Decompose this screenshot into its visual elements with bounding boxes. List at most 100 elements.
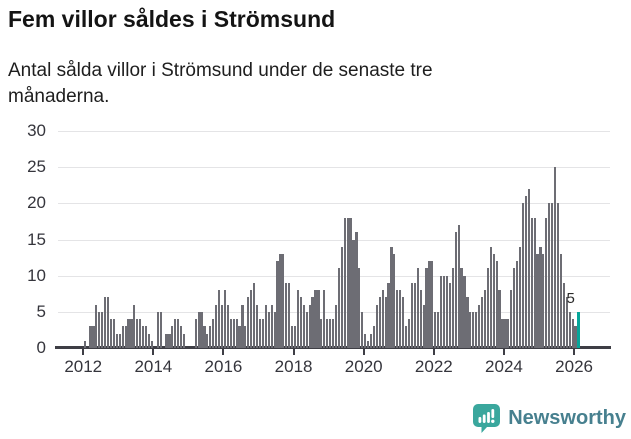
bar: [516, 261, 519, 348]
gridline-30: [58, 131, 610, 132]
x-tick-label-2016: 2016: [204, 357, 243, 376]
bar: [168, 333, 171, 348]
bar: [174, 319, 177, 348]
y-tick-label-25: 25: [27, 157, 46, 177]
bar: [209, 326, 212, 348]
bar: [197, 311, 200, 348]
bar: [156, 311, 159, 348]
x-tick-2026: [573, 349, 576, 355]
bar: [279, 253, 282, 348]
bar: [106, 297, 110, 348]
bar: [498, 290, 501, 348]
bar: [524, 196, 527, 348]
bar: [527, 188, 530, 348]
bar: [404, 326, 408, 348]
bar: [559, 253, 563, 348]
bar: [206, 333, 209, 348]
bar: [437, 311, 440, 348]
brand-footer[interactable]: Newsworthy: [473, 404, 626, 433]
bar: [320, 319, 323, 348]
bar: [372, 326, 376, 348]
x-tick-label-2026: 2026: [555, 357, 593, 376]
bar: [270, 304, 273, 348]
bar: [445, 275, 449, 348]
gridline-10: [58, 275, 610, 277]
bar: [416, 268, 419, 348]
bar: [299, 297, 302, 348]
bar: [255, 304, 259, 348]
bar: [381, 290, 384, 348]
bar: [276, 261, 279, 348]
x-tick-label-2020: 2020: [344, 357, 383, 376]
bar: [291, 326, 294, 348]
bar: [139, 319, 142, 348]
bar: [390, 246, 393, 348]
bar: [451, 268, 454, 348]
bar: [510, 290, 513, 348]
bar: [568, 311, 571, 348]
bar: [553, 167, 557, 348]
bar: [504, 319, 507, 348]
bar: [454, 232, 457, 348]
newsworthy-logo-icon: [473, 404, 501, 433]
bar: [483, 290, 487, 348]
bar: [431, 261, 434, 348]
bar: [130, 319, 133, 348]
bar: [495, 261, 498, 348]
bar: [311, 297, 314, 348]
bar: [419, 290, 422, 348]
bar: [472, 311, 475, 348]
bar: [217, 290, 221, 348]
bar: [521, 203, 525, 348]
bar: [551, 203, 554, 348]
bar: [375, 304, 378, 348]
y-tick-label-20: 20: [27, 193, 46, 213]
x-tick-2014: [152, 349, 155, 355]
bar: [95, 304, 98, 348]
bar: [104, 297, 107, 348]
bar: [112, 319, 115, 348]
bar: [258, 319, 262, 348]
bar: [457, 225, 460, 348]
bar: [267, 311, 270, 348]
bar: [402, 297, 405, 348]
bar: [118, 333, 121, 348]
bar: [428, 261, 431, 348]
bar: [326, 319, 329, 348]
x-tick-label-2022: 2022: [414, 357, 453, 376]
bar: [533, 217, 536, 348]
bar: [133, 304, 136, 348]
bar: [200, 311, 203, 348]
y-tick-label-5: 5: [36, 301, 46, 321]
bar: [223, 290, 227, 348]
bar: [571, 319, 574, 348]
bar: [282, 253, 285, 348]
bar: [489, 246, 492, 348]
bar: [334, 304, 338, 348]
x-tick-2012: [82, 349, 85, 355]
bar: [355, 232, 358, 348]
bar: [101, 311, 104, 348]
bar: [171, 326, 174, 348]
bar: [194, 319, 197, 348]
bar: [364, 333, 367, 348]
bar: [115, 333, 118, 348]
chart-title: Fem villor såldes i Strömsund: [8, 6, 336, 32]
bar: [264, 304, 267, 348]
bar: [369, 333, 373, 348]
bar: [92, 326, 95, 348]
x-tick-2020: [362, 349, 365, 355]
bar: [352, 239, 355, 348]
bar: [285, 282, 288, 348]
bar: [180, 326, 183, 348]
bar: [548, 203, 551, 348]
y-tick-label-10: 10: [27, 265, 46, 285]
bar: [89, 326, 92, 348]
gridline-15: [58, 239, 610, 241]
bar: [182, 333, 186, 348]
bar: [539, 246, 542, 348]
bar: [469, 311, 472, 348]
bar: [460, 268, 463, 348]
bar: [203, 326, 206, 348]
bar: [232, 319, 235, 348]
